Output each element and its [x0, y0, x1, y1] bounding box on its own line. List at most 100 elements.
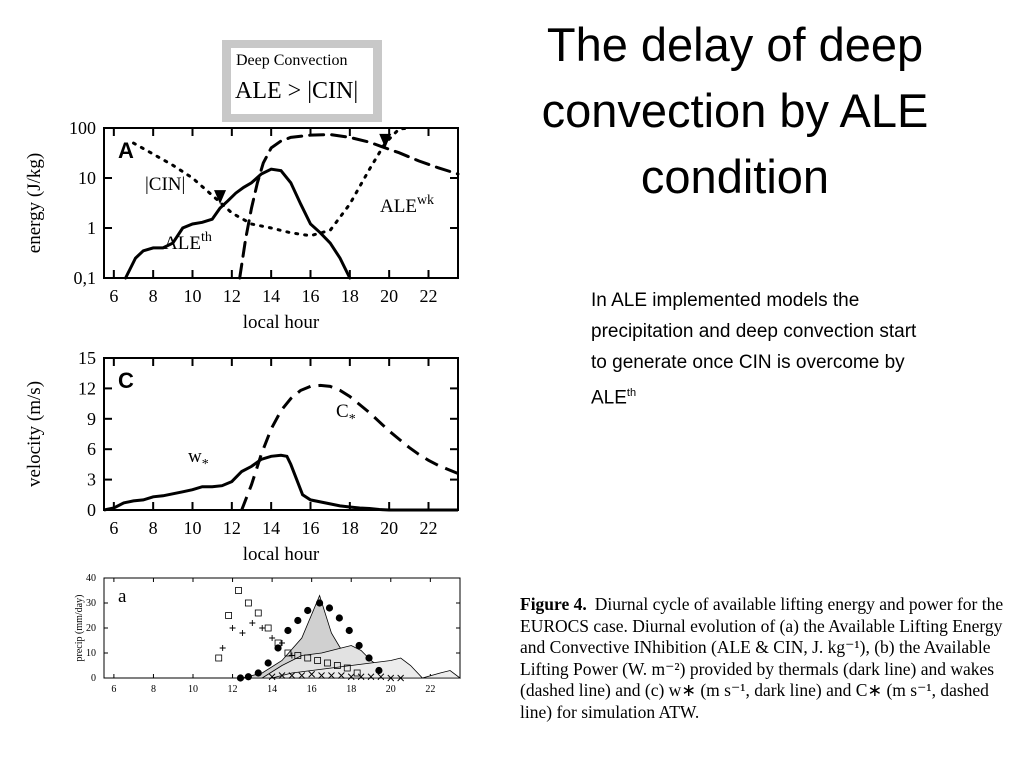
precip-point-circle: [254, 669, 262, 677]
precip-point-cross: [298, 672, 306, 679]
precip-point-cross: [308, 670, 315, 678]
y-tick-label: 0,1: [74, 268, 97, 288]
precip-point-cross: [318, 672, 325, 679]
precip-point-square: [225, 612, 233, 619]
precip-point-square: [324, 659, 331, 667]
deep-convection-box: Deep Convection ALE > |CIN|: [222, 40, 382, 122]
y-tick-label: 10: [78, 168, 96, 188]
x-tick-label: 8: [149, 286, 158, 306]
precip-point-square: [333, 662, 341, 669]
y-tick-label: 0: [91, 673, 96, 684]
precip-point-cross: [278, 672, 286, 679]
precip-point-square: [314, 657, 322, 664]
figure-caption: Figure 4. Diurnal cycle of available lift…: [520, 594, 1020, 723]
precip-point-square: [215, 654, 223, 662]
precip-point-circle: [325, 604, 334, 612]
precip-point-plus: [249, 620, 256, 626]
ale-wk-label: ALEwk: [380, 193, 434, 217]
y-tick-label: 20: [86, 623, 96, 634]
precip-point-circle: [375, 666, 383, 675]
precip-point-square: [343, 664, 351, 672]
x-tick-label: 22: [420, 286, 438, 306]
y-axis-label: velocity (m/s): [24, 381, 45, 487]
deep-convection-condition: ALE > |CIN|: [235, 78, 359, 104]
precip-point-circle: [244, 673, 252, 681]
x-tick-label: 20: [380, 518, 398, 538]
slide-title-line-3: condition: [640, 150, 830, 203]
x-axis-label: local hour: [243, 544, 320, 565]
y-tick-label: 6: [87, 439, 96, 459]
precip-point-circle: [335, 614, 343, 622]
cin-label: |CIN|: [145, 174, 185, 195]
precip-point-cross: [268, 673, 276, 681]
onset-marker: [214, 190, 227, 205]
y-tick-label: 3: [87, 470, 96, 490]
precip-point-square: [304, 654, 312, 662]
y-tick-label: 100: [69, 118, 96, 138]
precip-point-plus: [279, 640, 285, 646]
x-tick-label: 6: [109, 518, 118, 538]
x-tick-label: 12: [228, 684, 238, 695]
x-tick-label: 20: [380, 286, 398, 306]
precip-point-square: [284, 649, 292, 657]
onset-marker: [379, 133, 392, 148]
x-axis-label: local hour: [243, 312, 320, 333]
precip-point-circle: [294, 616, 302, 625]
precip-point-cross: [347, 673, 355, 681]
y-axis-label: precip (mm/day): [74, 595, 85, 662]
slide-title-line-1: The delay of deep: [546, 18, 924, 71]
series-line-2: [238, 132, 460, 280]
figure-caption-text: Diurnal cycle of available lifting energ…: [520, 594, 1004, 722]
slide-title-line-2: convection by ALE: [541, 84, 929, 137]
figure-caption-label: Figure 4.: [520, 594, 587, 614]
x-tick-label: 14: [262, 286, 280, 306]
plot-0-frame: [103, 127, 459, 279]
precip-point-square: [244, 599, 252, 607]
slide-title: The delay of deep convection by ALE cond…: [505, 12, 965, 210]
ale-th-label: ALEth: [164, 230, 212, 254]
precip-point-plus: [239, 630, 246, 636]
precip-point-plus: [259, 625, 266, 631]
x-tick-label: 16: [307, 684, 317, 695]
deep-convection-box-inner: Deep Convection ALE > |CIN|: [231, 48, 373, 114]
panel-label: A: [118, 138, 134, 163]
x-tick-label: 10: [184, 286, 202, 306]
precip-point-square: [353, 669, 361, 677]
x-tick-label: 12: [223, 518, 241, 538]
precip-point-cross: [367, 673, 375, 681]
x-tick-label: 8: [151, 684, 156, 695]
precip-point-cross: [288, 672, 296, 679]
plot-1-frame: [103, 357, 459, 511]
precip-point-cross: [328, 672, 335, 679]
x-tick-label: 22: [425, 684, 435, 695]
y-tick-label: 1: [87, 218, 96, 238]
precip-point-circle: [365, 654, 373, 662]
x-tick-label: 10: [188, 684, 198, 695]
slide-note: In ALE implemented models the precipitat…: [591, 285, 936, 413]
precip-point-circle: [355, 641, 363, 650]
slide-note-text: In ALE implemented models the precipitat…: [591, 290, 917, 409]
series-line-1: [132, 126, 411, 238]
c-star-label: C*: [336, 401, 356, 427]
precip-point-plus: [288, 652, 295, 659]
y-axis-label: energy (J/kg): [24, 153, 45, 253]
series-line-0: [103, 453, 458, 512]
precip-point-circle: [274, 644, 282, 652]
y-tick-label: 15: [78, 348, 96, 368]
slide-note-superscript: th: [626, 387, 637, 399]
precip-point-cross: [387, 674, 395, 682]
x-tick-label: 8: [149, 518, 158, 538]
precip-point-circle: [304, 606, 312, 615]
precip-point-circle: [315, 599, 324, 607]
x-tick-label: 12: [223, 286, 241, 306]
x-tick-label: 14: [262, 518, 280, 538]
y-tick-label: 40: [86, 573, 96, 584]
y-tick-label: 0: [87, 500, 96, 520]
precip-point-circle: [264, 659, 272, 667]
precip-point-circle: [236, 674, 245, 682]
y-tick-label: 30: [86, 598, 96, 609]
precip-point-cross: [338, 672, 345, 679]
precip-point-cross: [397, 674, 404, 682]
